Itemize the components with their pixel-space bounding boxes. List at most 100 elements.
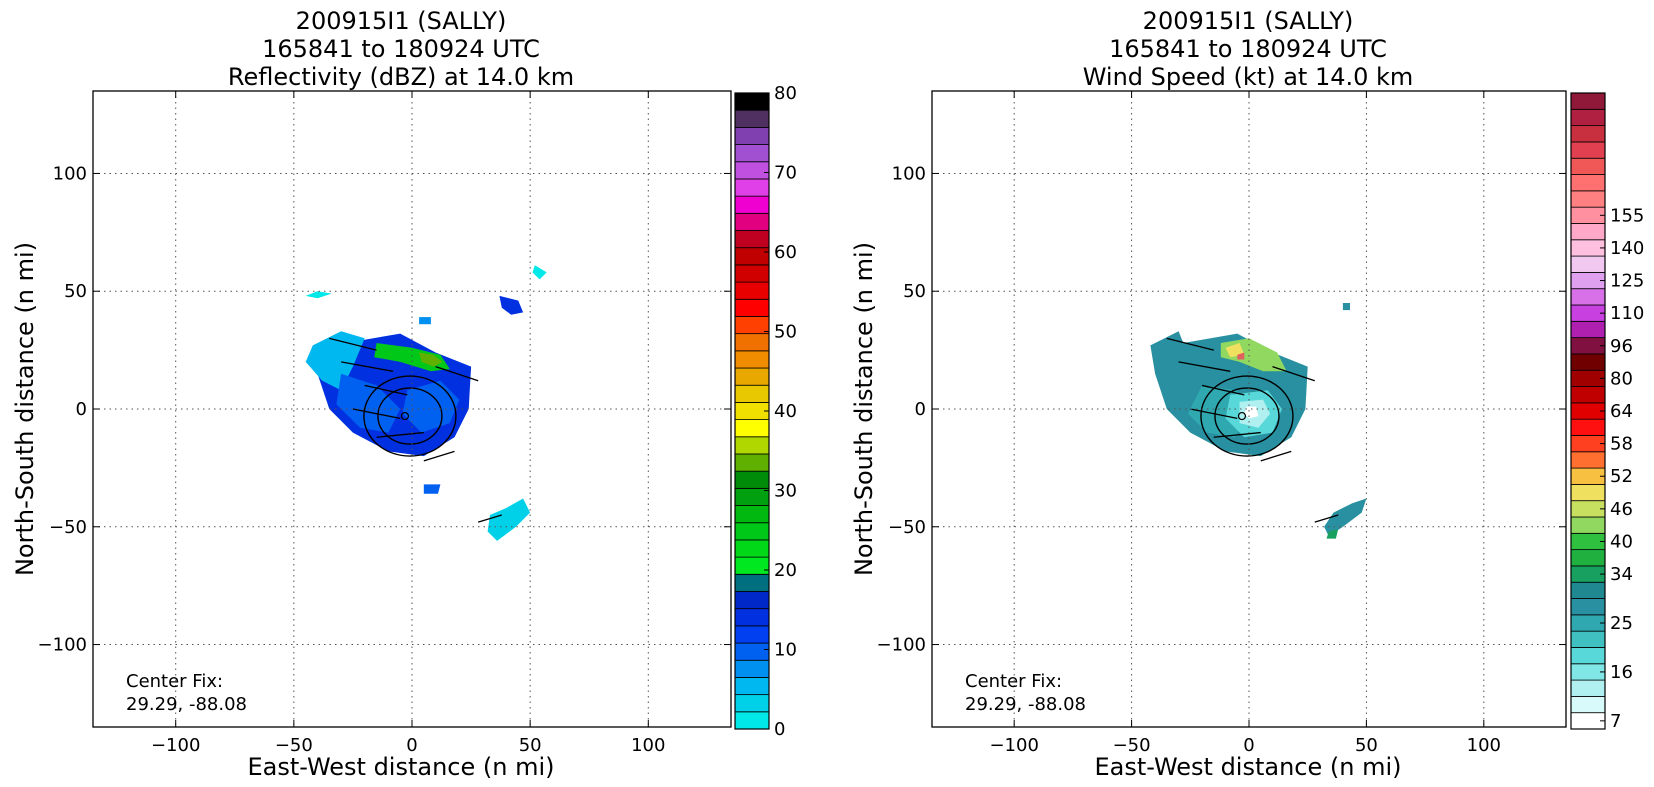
- x-tick-label-3: 0: [1243, 735, 1254, 756]
- y-tick-label-5: 100: [53, 163, 87, 184]
- chart-title-line-2: 165841 to 180924 UTC: [1109, 35, 1387, 63]
- data-region-7: [499, 295, 524, 315]
- colorbar-tick-label-4: 30: [774, 481, 797, 502]
- colorbar-bin-35: [734, 126, 770, 145]
- data-region-9: [1342, 303, 1350, 311]
- colorbar-tick-label-3: 25: [1610, 613, 1633, 634]
- storm-center-marker: [400, 411, 410, 421]
- colorbar-bin-33: [1570, 190, 1606, 208]
- data-region-10: [532, 265, 547, 280]
- colorbar-bin-32: [734, 178, 770, 197]
- y-tick-label-1: −100: [877, 635, 926, 656]
- colorbar-bin-26: [734, 281, 770, 300]
- wind-barb-4: [352, 408, 401, 420]
- colorbar-bin-5: [734, 642, 770, 661]
- colorbar-bin-6: [734, 625, 770, 644]
- colorbar-tick-label-4: 34: [1610, 564, 1633, 585]
- colorbar-bin-17: [734, 436, 770, 455]
- colorbar-bin-10: [1570, 565, 1606, 583]
- colorbar-bin-37: [1570, 125, 1606, 143]
- x-tick-label-3: 0: [406, 735, 417, 756]
- wind-barb-5: [376, 431, 424, 438]
- colorbar-tick-label-1: 0: [774, 719, 785, 740]
- data-region-7: [1225, 343, 1245, 358]
- y-tick-label-4: 50: [64, 281, 87, 302]
- colorbar-tick-label-14: 140: [1610, 238, 1644, 259]
- colorbar-bin-31: [734, 195, 770, 214]
- colorbar-tick-label-2: 10: [774, 640, 797, 661]
- y-tick-label-3: 0: [915, 399, 926, 420]
- data-region-11: [419, 317, 431, 325]
- chart-title-line-3: Wind Speed (kt) at 14.0 km: [1083, 63, 1414, 91]
- x-tick-label-2: −50: [1113, 735, 1151, 756]
- colorbar-bin-2: [734, 694, 770, 713]
- x-tick-label-5: 100: [631, 735, 665, 756]
- colorbar-bin-36: [734, 109, 770, 128]
- colorbar-tick-label-12: 110: [1610, 303, 1644, 324]
- colorbar-bin-19: [1570, 418, 1606, 436]
- x-axis-label: East-West distance (n mi): [247, 753, 554, 781]
- colorbar-bin-21: [734, 367, 770, 386]
- colorbar-bin-15: [734, 470, 770, 489]
- chart-panel-1: 200915I1 (SALLY)165841 to 180924 UTCRefl…: [11, 7, 797, 781]
- colorbar-bin-13: [734, 505, 770, 524]
- wind-barb-2: [340, 361, 394, 372]
- wind-barb-ring-1: [1214, 387, 1280, 445]
- wind-barb-2: [1178, 361, 1231, 372]
- colorbar-bin-25: [1570, 320, 1606, 339]
- colorbar-bin-22: [734, 350, 770, 369]
- colorbar-tick-label-8: 70: [774, 163, 797, 184]
- colorbar-bin-21: [1570, 386, 1606, 404]
- wind-barb-6: [435, 365, 479, 382]
- colorbar-bin-39: [1570, 92, 1606, 110]
- wind-barb-3: [1201, 384, 1245, 396]
- colorbar-bin-22: [1570, 369, 1606, 387]
- x-tick-label-2: −50: [275, 735, 313, 756]
- colorbar-bin-26: [1570, 304, 1606, 322]
- y-tick-label-1: −100: [38, 635, 87, 656]
- colorbar-tick-label-5: 40: [774, 401, 797, 422]
- wind-barb-7: [1260, 450, 1292, 462]
- wind-barb-7: [423, 450, 455, 462]
- colorbar-bin-32: [1570, 206, 1606, 224]
- wind-barb-5: [1213, 431, 1261, 438]
- colorbar-bin-12: [734, 522, 770, 541]
- colorbar-bin-24: [1570, 337, 1606, 355]
- colorbar-bin-9: [734, 573, 770, 592]
- colorbar-bin-2: [1570, 695, 1606, 714]
- storm-center-marker: [1237, 411, 1247, 421]
- chart-title-line-1: 200915I1 (SALLY): [1143, 7, 1354, 35]
- x-axis-label: East-West distance (n mi): [1094, 753, 1401, 781]
- colorbar-bin-7: [734, 608, 770, 627]
- colorbar-bin-10: [734, 556, 770, 575]
- colorbar-bin-34: [1570, 174, 1606, 192]
- x-tick-label-5: 100: [1467, 735, 1501, 756]
- colorbar-bin-6: [1570, 630, 1606, 648]
- colorbar-tick-label-7: 52: [1610, 466, 1633, 487]
- colorbar-bin-28: [734, 247, 770, 266]
- colorbar-bin-23: [1570, 353, 1606, 371]
- colorbar-tick-label-2: 16: [1610, 662, 1633, 683]
- colorbar-bin-18: [1570, 435, 1606, 453]
- wind-barb-ring-2: [363, 375, 457, 457]
- wind-barb-ring-2: [1200, 375, 1294, 457]
- colorbar-tick-label-13: 125: [1610, 271, 1644, 292]
- x-tick-label-4: 50: [519, 735, 542, 756]
- y-tick-label-5: 100: [892, 163, 926, 184]
- wind-barb-8: [1314, 514, 1339, 523]
- y-axis-label: North-South distance (n mi): [850, 242, 878, 576]
- y-axis-label: North-South distance (n mi): [11, 242, 39, 576]
- colorbar-bin-30: [1570, 239, 1606, 257]
- colorbar-bin-27: [734, 264, 770, 283]
- chart-panel-2: 200915I1 (SALLY)165841 to 180924 UTCWind…: [850, 7, 1644, 781]
- colorbar-bin-15: [1570, 483, 1606, 502]
- colorbar-bin-25: [734, 298, 770, 317]
- colorbar-bin-34: [734, 144, 770, 163]
- data-region-3: [336, 373, 401, 433]
- chart-title-line-2: 165841 to 180924 UTC: [262, 35, 540, 63]
- colorbar-tick-label-10: 80: [1610, 368, 1633, 389]
- colorbar-bin-11: [1570, 549, 1606, 567]
- colorbar-tick-label-6: 50: [774, 322, 797, 343]
- colorbar-bin-29: [734, 230, 770, 249]
